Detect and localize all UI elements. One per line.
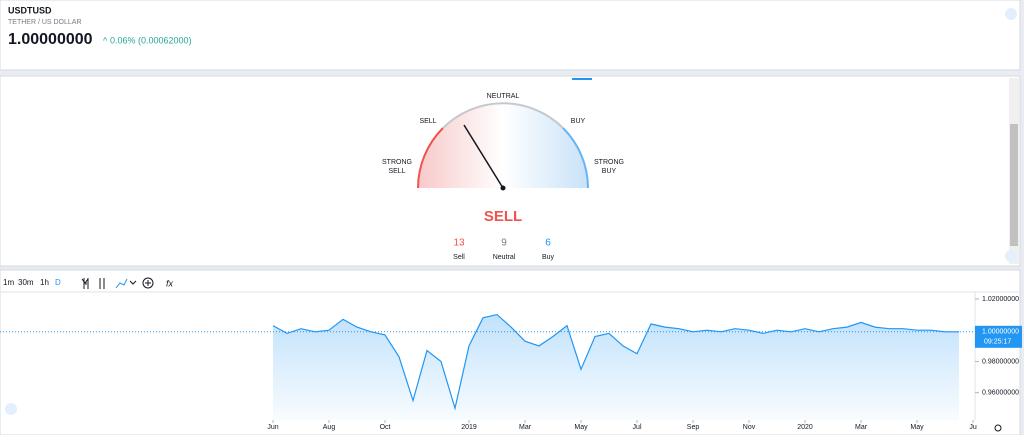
settings-icon[interactable] [994, 424, 1002, 432]
count: 9 [501, 238, 507, 249]
x-tick-label: Jul [633, 424, 642, 431]
gauge-arc-buy [562, 127, 589, 189]
gauge-label: STRONG [382, 159, 412, 166]
indicators[interactable]: fx [166, 278, 174, 288]
count-label: Neutral [493, 254, 516, 261]
scroll-thumb[interactable] [1010, 124, 1018, 246]
count-label: Buy [542, 254, 555, 261]
gauge-arc-sell [417, 127, 444, 189]
gauge-label: SELL [419, 118, 436, 125]
symbol-name: TETHER / US DOLLAR [8, 19, 82, 26]
ticker-panel [0, 0, 1021, 71]
gauge-label: SELL [388, 168, 405, 175]
gauge-arc-neutral [442, 102, 564, 129]
interval[interactable]: 1m [3, 278, 14, 287]
x-tick-label: Mar [519, 424, 532, 431]
x-tick-label: 2020 [797, 424, 813, 431]
count-label: Sell [453, 254, 465, 261]
gauge-label: BUY [571, 118, 586, 125]
count: 13 [453, 238, 465, 249]
toolbar-icons[interactable] [81, 277, 154, 289]
gauge-label: NEUTRAL [487, 93, 520, 100]
x-tick-label: Nov [743, 424, 756, 431]
price: 1.00000000 [8, 31, 93, 48]
plot: 1.02000000 1.00000000 0.98000000 0.96000000… [0, 296, 1022, 431]
gauge-label: STRONG [594, 159, 624, 166]
gauge-label: BUY [602, 168, 617, 175]
x-tick-label: Oct [380, 424, 391, 431]
interval[interactable]: 30m [18, 278, 34, 287]
last-price-box [975, 325, 1022, 348]
x-tick-label: 2019 [461, 424, 477, 431]
needle-hub [500, 185, 506, 191]
change-arrow: ^ [103, 35, 108, 45]
logo[interactable] [1005, 250, 1017, 262]
y-tick-label: 0.98000000 [982, 358, 1019, 365]
price-line [272, 313, 959, 411]
x-tick-label: Aug [323, 424, 336, 431]
logo[interactable] [1005, 8, 1017, 20]
x-tick-label: Ju [969, 424, 977, 431]
needle [463, 124, 504, 189]
gauge-face [418, 103, 588, 188]
logo[interactable] [5, 403, 17, 415]
x-tick-label: Mar [855, 424, 868, 431]
area-fill [273, 314, 960, 420]
signal: SELL [484, 208, 522, 225]
x-tick-label: May [574, 424, 588, 431]
interval[interactable]: D [55, 278, 61, 287]
x-tick-label: May [910, 424, 924, 431]
x-tick-label: Jun [267, 424, 278, 431]
interval[interactable]: 1h [40, 278, 49, 287]
x-tick-label: Sep [687, 424, 700, 431]
countdown: 09:25:17 [984, 339, 1011, 346]
tab-indicator [572, 78, 592, 80]
last-price-label: 1.00000000 [982, 329, 1019, 336]
symbol: USDTUSD [8, 5, 52, 15]
count: 6 [545, 238, 551, 249]
y-tick-label: 0.96000000 [982, 390, 1019, 397]
change: 0.06% (0.00062000) [110, 35, 192, 45]
y-tick-label: 1.02000000 [982, 296, 1019, 303]
